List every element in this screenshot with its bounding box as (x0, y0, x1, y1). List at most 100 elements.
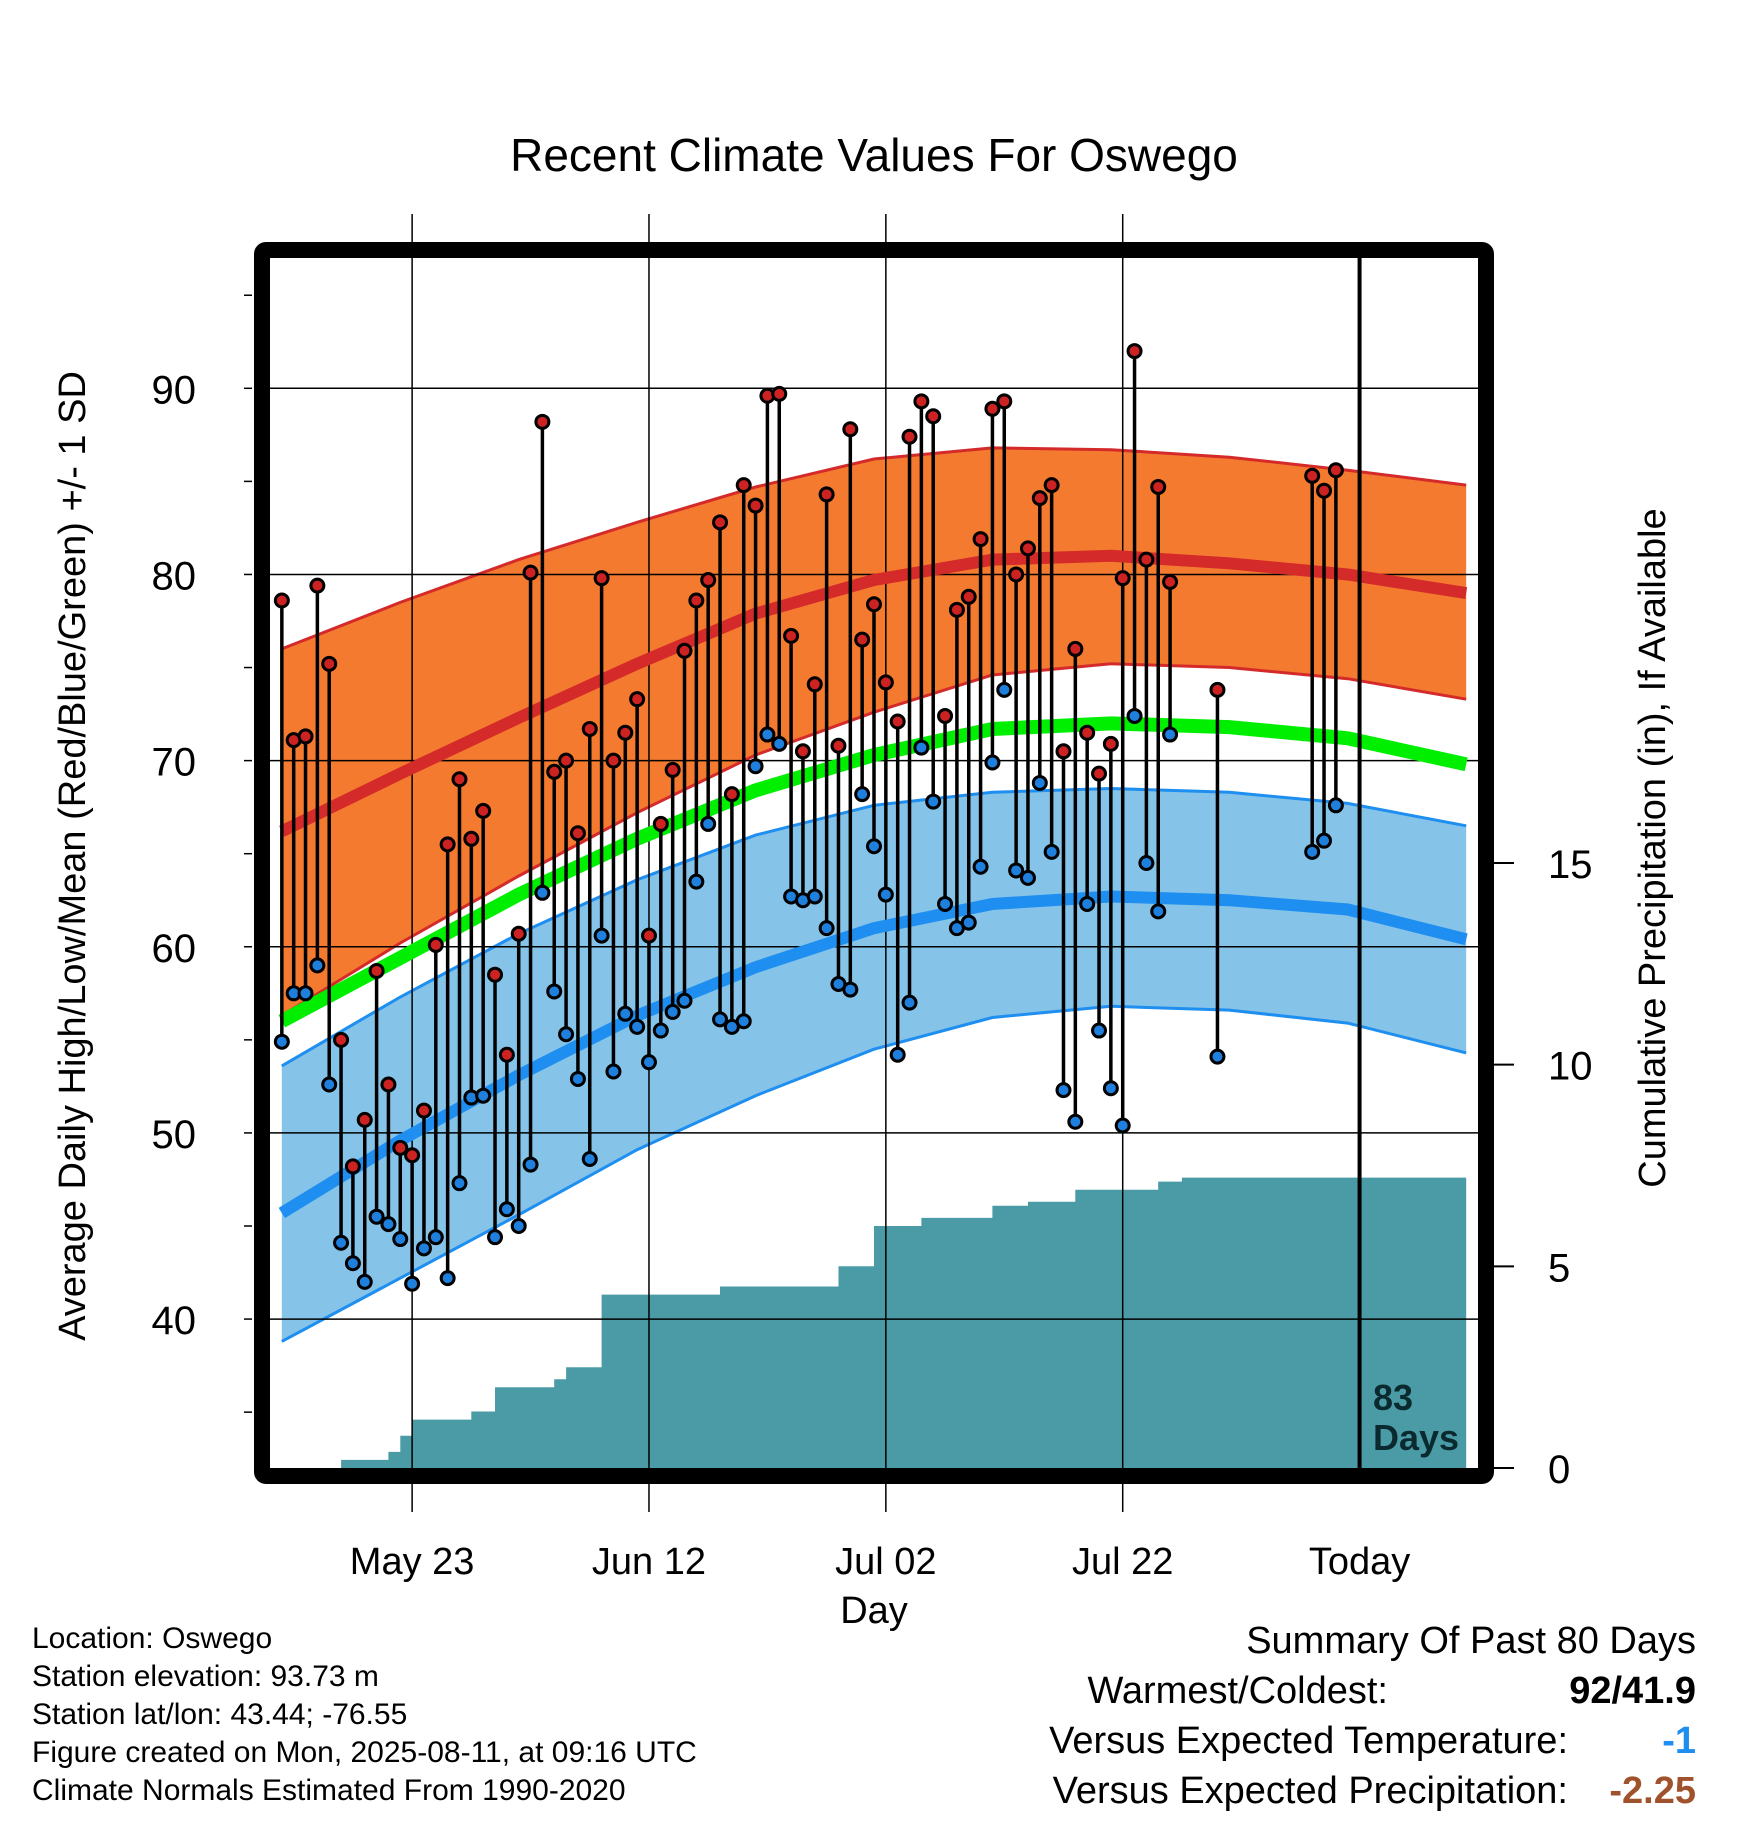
daily-high-point (783, 627, 800, 644)
daily-high-point (996, 393, 1013, 410)
daily-low-point (522, 1156, 539, 1173)
daily-high-point (842, 421, 859, 438)
daily-low-point (771, 735, 788, 752)
daily-high-point (368, 962, 385, 979)
high-normal-line (279, 549, 1468, 837)
daily-low-point (1043, 843, 1060, 860)
daily-low-point (392, 1231, 409, 1248)
daily-low-point (1091, 1022, 1108, 1039)
daily-low-point (356, 1273, 373, 1290)
daily-high-point (1126, 343, 1143, 360)
daily-low-point (889, 1046, 906, 1063)
daily-high-point (617, 724, 634, 741)
daily-high-point (676, 642, 693, 659)
daily-high-point (1209, 681, 1226, 698)
x-tick-label: Today (1309, 1541, 1410, 1583)
y-tick-label: 50 (152, 1113, 197, 1157)
daily-high-point (510, 925, 527, 942)
daily-high-point (1019, 540, 1036, 557)
daily-low-point (558, 1026, 575, 1043)
x-tick-label: Jul 22 (1072, 1541, 1173, 1583)
daily-high-point (463, 830, 480, 847)
daily-high-point (356, 1111, 373, 1128)
x-axis-label: Day (840, 1590, 908, 1632)
daily-high-point (664, 761, 681, 778)
daily-high-point (1316, 482, 1333, 499)
y-tick-label: 60 (152, 927, 197, 971)
daily-low-point (510, 1218, 527, 1234)
y2-tick-label: 15 (1548, 843, 1593, 887)
daily-low-point (297, 985, 314, 1002)
daily-high-point (558, 752, 575, 769)
daily-low-point (1102, 1080, 1119, 1097)
daily-high-point (1114, 570, 1131, 587)
daily-high-point (1008, 566, 1025, 583)
daily-high-point (534, 413, 551, 430)
daily-high-point (569, 825, 586, 842)
daily-low-point (1126, 707, 1143, 724)
daily-high-point (593, 570, 610, 587)
daily-low-point (913, 739, 930, 756)
daily-low-point (735, 1013, 752, 1030)
daily-high-point (1079, 724, 1096, 741)
plot-frame (254, 242, 1494, 1484)
today-days-number: 83 (1373, 1377, 1414, 1418)
y2-axis-label: Cumulative Precipitation (in), If Availa… (1632, 508, 1674, 1188)
daily-low-point (546, 983, 563, 1000)
daily-high-point (925, 408, 942, 425)
daily-low-point (581, 1150, 598, 1167)
x-tick-label: Jul 02 (835, 1541, 936, 1583)
daily-high-point (723, 786, 740, 803)
daily-low-point (415, 1240, 432, 1257)
normals-text: Climate Normals Estimated From 1990-2020 (32, 1774, 626, 1807)
daily-low-point (866, 838, 882, 855)
daily-low-point (1031, 774, 1048, 791)
x-tick-label: May 23 (350, 1541, 475, 1583)
daily-low-point (1327, 797, 1344, 814)
daily-low-point (972, 858, 989, 875)
daily-high-point (1031, 490, 1048, 507)
daily-low-point (534, 884, 551, 901)
daily-high-point (866, 596, 882, 613)
daily-low-point (368, 1208, 385, 1225)
daily-low-point (439, 1270, 456, 1287)
y-axis-label: Average Daily High/Low/Mean (Red/Blue/Gr… (52, 371, 94, 1341)
daily-high-point (877, 674, 894, 691)
daily-low-point (1067, 1113, 1084, 1130)
precip-vs-expected-label: Versus Expected Precipitation: (1052, 1770, 1568, 1812)
daily-low-point (688, 873, 705, 890)
daily-high-point (439, 836, 456, 853)
daily-low-point (1055, 1082, 1072, 1099)
daily-high-point (498, 1046, 515, 1063)
daily-low-point (664, 1003, 681, 1020)
daily-high-point (380, 1076, 397, 1093)
daily-low-point (1079, 895, 1096, 912)
daily-low-point (427, 1229, 444, 1246)
today-days-word: Days (1373, 1417, 1460, 1458)
daily-high-point (392, 1139, 409, 1156)
daily-high-point (806, 676, 823, 693)
daily-high-point (700, 572, 717, 589)
warmest-label: Warmest/Coldest: (1087, 1670, 1388, 1712)
daily-low-point (1019, 869, 1036, 886)
x-tick-label: Jun 12 (592, 1541, 706, 1583)
y-tick-label: 80 (152, 554, 197, 598)
daily-high-point (629, 691, 646, 708)
daily-high-point (640, 927, 657, 944)
daily-high-point (1091, 765, 1108, 782)
daily-low-point (593, 927, 610, 944)
daily-low-point (877, 886, 894, 903)
created-text: Figure created on Mon, 2025-08-11, at 09… (32, 1736, 697, 1769)
daily-high-point (1327, 462, 1344, 479)
daily-high-point (451, 771, 468, 788)
daily-low-point (640, 1054, 657, 1071)
daily-high-point (344, 1158, 361, 1175)
daily-high-point (1150, 478, 1167, 495)
daily-low-point (1138, 855, 1155, 871)
location-text: Location: Oswego (32, 1622, 273, 1655)
daily-low-point (1304, 843, 1321, 860)
daily-high-point (652, 815, 669, 832)
daily-high-point (901, 428, 918, 445)
y-tick-label: 70 (152, 741, 197, 785)
daily-low-point (937, 895, 954, 912)
